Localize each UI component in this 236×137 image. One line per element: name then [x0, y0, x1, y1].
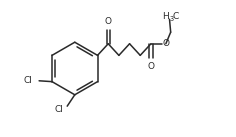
Text: C: C [173, 12, 179, 21]
Text: Cl: Cl [23, 76, 32, 85]
Text: O: O [148, 62, 154, 71]
Text: 3: 3 [169, 16, 173, 22]
Text: O: O [162, 39, 169, 48]
Text: O: O [105, 17, 112, 26]
Text: H: H [162, 12, 169, 21]
Text: Cl: Cl [54, 105, 63, 114]
